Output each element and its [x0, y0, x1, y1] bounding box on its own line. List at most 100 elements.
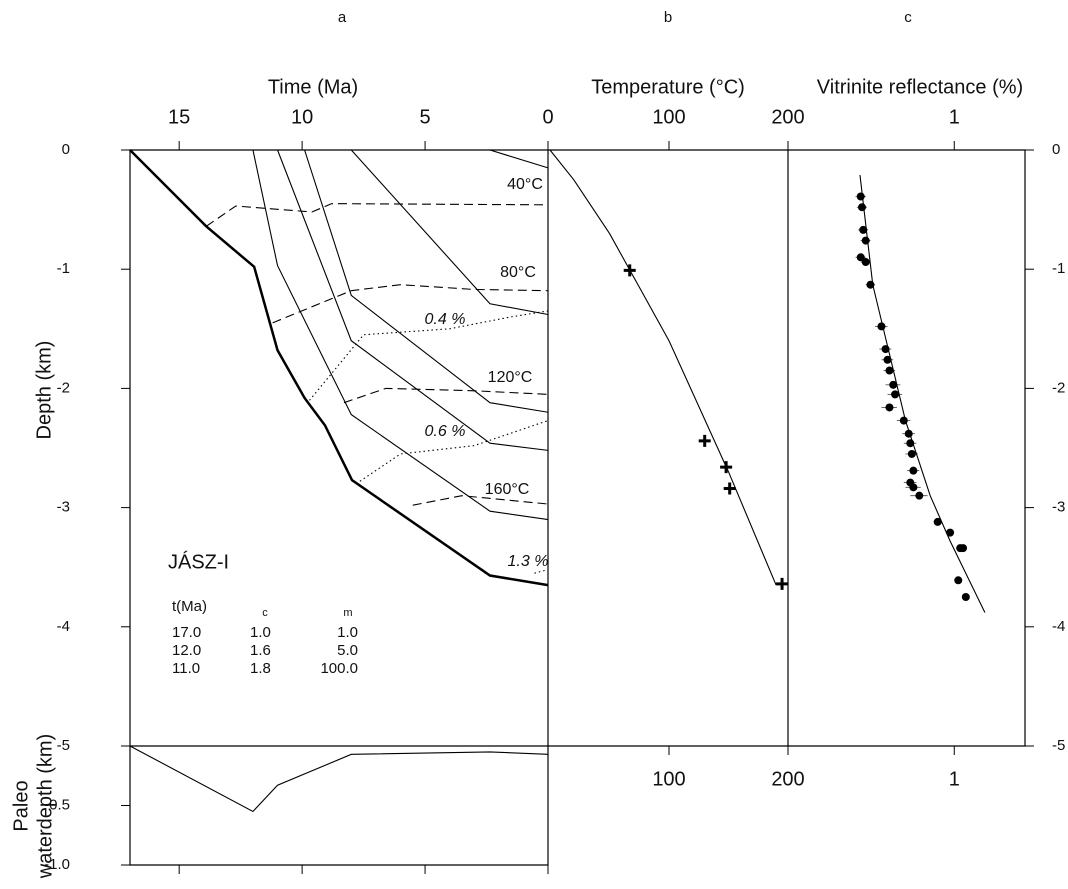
- y-tick-label: -1: [1052, 260, 1065, 277]
- data-point: [858, 203, 867, 212]
- x-axis-title: Vitrinite reflectance (%): [817, 76, 1023, 98]
- data-point: [885, 366, 894, 375]
- thin-line: [489, 149, 549, 169]
- thin-line: [859, 174, 986, 613]
- data-point: [623, 264, 636, 277]
- y-tick-label: 0: [62, 141, 70, 158]
- table-cell: 1.8: [250, 660, 271, 677]
- x-tick-label: 15: [168, 106, 190, 128]
- data-point: [954, 576, 963, 585]
- x-tick-label: 10: [291, 106, 313, 128]
- y-tick-label: -2: [1052, 379, 1065, 396]
- x-tick-label: 1: [949, 106, 960, 128]
- data-point: [723, 482, 736, 495]
- line-label: 1.3 %: [508, 553, 549, 570]
- y-tick-label: -1: [57, 260, 70, 277]
- y-tick-label: -4: [57, 618, 70, 635]
- table-cell: 12.0: [172, 642, 201, 659]
- data-point: [909, 483, 918, 492]
- x-tick-label: 10: [291, 887, 313, 889]
- table-cell: 11.0: [172, 660, 200, 677]
- data-point: [856, 253, 865, 262]
- x-tick-label: 0: [542, 106, 553, 128]
- table-cell: 17.0: [172, 624, 201, 641]
- dashed-line: [412, 495, 549, 506]
- well-name: JÁSZ-I: [168, 550, 229, 573]
- frames: [129, 149, 1026, 866]
- table-header: m: [343, 607, 352, 619]
- thin-line: [277, 149, 549, 451]
- y-tick-label: 0: [1052, 141, 1060, 158]
- data-point: [946, 528, 955, 537]
- table-cell: 1.0: [337, 624, 358, 641]
- y-tick-label: -0.5: [44, 796, 70, 813]
- data-point: [891, 390, 900, 399]
- table-cell: 1.0: [250, 624, 271, 641]
- data-point: [933, 517, 942, 526]
- line-label: 0.6 %: [425, 423, 466, 440]
- line-label: 80°C: [500, 264, 536, 281]
- x-axis-title: Time (Ma): [268, 76, 358, 98]
- data-point: [859, 225, 868, 234]
- dotted-line: [355, 420, 549, 485]
- x-tick-label: 200: [771, 768, 804, 790]
- y-tick-label: -4: [1052, 618, 1065, 635]
- table-header: c: [262, 607, 268, 619]
- x-axis-title: Temperature (°C): [591, 76, 745, 98]
- y-axis-title: Depth (km): [33, 341, 55, 440]
- x-tick-label: 5: [419, 887, 430, 889]
- table-cell: 5.0: [337, 642, 358, 659]
- data-point: [961, 593, 970, 601]
- line-label: 120°C: [488, 369, 533, 386]
- line-label: 0.4 %: [425, 311, 466, 328]
- thin-line: [350, 149, 549, 316]
- thin-line: [252, 149, 549, 521]
- table-cell: 1.6: [250, 642, 271, 659]
- data-point: [861, 236, 870, 245]
- data-point: [909, 466, 918, 475]
- x-tick-label: 200: [771, 106, 804, 128]
- thin-line: [304, 149, 549, 413]
- dashed-line: [272, 284, 549, 324]
- y-tick-label: -2: [57, 379, 70, 396]
- line-label: 160°C: [485, 481, 530, 498]
- data-point: [885, 403, 894, 412]
- y-tick-label: -5: [57, 737, 70, 754]
- data-point: [959, 544, 968, 553]
- x-tick-label: 5: [419, 106, 430, 128]
- panel-label: b: [664, 9, 672, 26]
- panel-label: a: [338, 9, 347, 26]
- thin-line: [129, 745, 549, 813]
- y-tick-label: -3: [57, 499, 70, 516]
- data-point: [915, 491, 924, 500]
- plot-frame: [129, 150, 789, 866]
- data-point: [698, 434, 711, 447]
- y-axis-title: Paleo: [10, 780, 32, 831]
- bold-line: [129, 149, 549, 587]
- y-axis-title: waterdepth (km): [34, 734, 56, 880]
- data-point: [907, 449, 916, 458]
- data-point: [861, 258, 870, 267]
- table-header: t(Ma): [172, 598, 207, 615]
- data-point: [856, 192, 865, 201]
- data-point: [883, 355, 892, 364]
- y-tick-label: -1.0: [44, 856, 70, 873]
- dashed-line: [205, 203, 549, 227]
- x-tick-label: 100: [652, 768, 685, 790]
- line-label: 40°C: [507, 176, 543, 193]
- x-tick-label: 0: [542, 887, 553, 889]
- data-point: [720, 461, 733, 474]
- data-point: [877, 322, 886, 331]
- thin-line: [549, 149, 777, 586]
- data-point: [776, 577, 789, 590]
- data-point: [889, 380, 898, 389]
- dashed-line: [343, 387, 549, 404]
- x-tick-label: 100: [652, 106, 685, 128]
- y-tick-label: -5: [1052, 737, 1065, 754]
- dotted-line: [309, 310, 549, 401]
- panel-label: c: [904, 9, 912, 26]
- y-tick-label: -3: [1052, 499, 1065, 516]
- x-tick-label: 1: [949, 768, 960, 790]
- x-tick-label: 15: [168, 887, 190, 889]
